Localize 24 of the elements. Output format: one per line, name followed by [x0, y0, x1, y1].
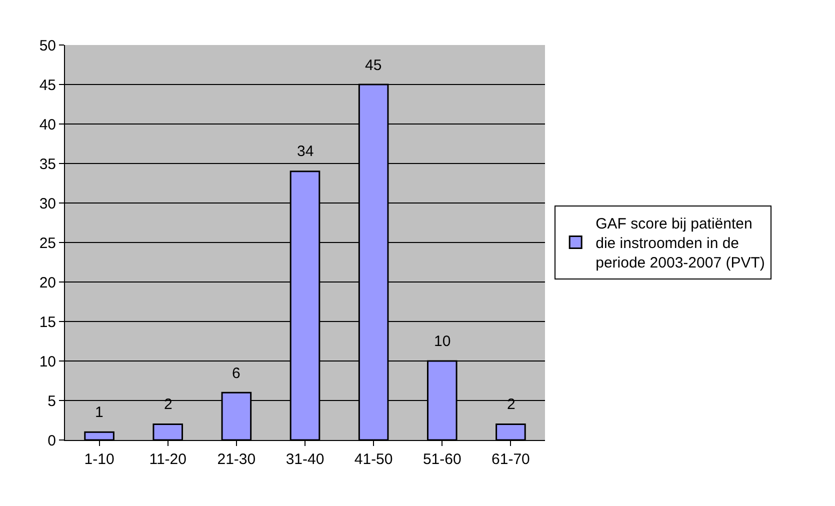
y-tick-label: 35 — [39, 156, 56, 173]
y-tick-label: 50 — [39, 37, 56, 54]
y-tick-label: 20 — [39, 274, 56, 292]
x-tick-label: 1-10 — [84, 451, 114, 468]
x-tick-label: 51-60 — [422, 451, 462, 468]
y-tick-label: 0 — [48, 432, 56, 450]
y-tick-label: 5 — [48, 392, 56, 410]
x-tick-label: 31-40 — [286, 451, 324, 468]
data-label: 34 — [297, 143, 314, 160]
x-tick-label: 61-70 — [492, 451, 530, 468]
y-tick-label: 10 — [39, 353, 56, 370]
y-tick-label: 15 — [39, 314, 56, 331]
x-tick-label: 21-30 — [217, 451, 256, 468]
y-tick-label: 40 — [39, 116, 56, 134]
y-tick-label: 45 — [39, 76, 56, 94]
data-label: 1 — [95, 404, 104, 421]
x-tick-label: 11-20 — [149, 451, 186, 468]
y-tick-label: 25 — [39, 234, 56, 252]
data-label: 10 — [434, 333, 451, 350]
x-tick-label: 41-50 — [354, 451, 393, 468]
data-label: 6 — [232, 365, 240, 382]
data-label: 45 — [365, 57, 382, 74]
legend-label: GAF score bij patiënten die instroomden in de periode 2003-2007 (PVT) — [596, 216, 765, 272]
y-tick-label: 30 — [39, 195, 56, 212]
